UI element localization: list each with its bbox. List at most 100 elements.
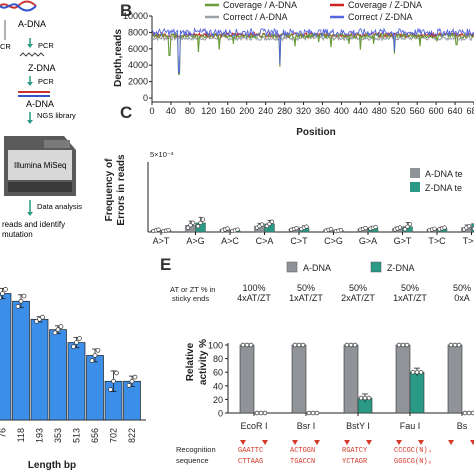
panel-c-point <box>432 226 437 231</box>
panel-c: C 5×10⁻³ Frequency of Errors in reads A>… <box>104 103 474 246</box>
panel-e-ylabel-2: activity % <box>198 339 209 385</box>
workflow-ngs: NGS library <box>37 111 76 120</box>
panel-d-point <box>0 295 2 300</box>
cut-site-triangle-icon <box>418 440 424 445</box>
panel-b-x-tick-label: 80 <box>185 106 195 116</box>
panel-b-y-tick-label: 0 <box>143 93 148 103</box>
sequencer-icon <box>4 136 76 196</box>
panel-e-y-tick-label: 100 <box>208 341 223 351</box>
panel-c-point <box>328 227 334 232</box>
panel-e-count-label: 1xAT/ZT <box>289 293 323 303</box>
panel-e-point <box>306 410 312 416</box>
panel-c-category-label: T>C <box>428 236 446 246</box>
cut-site-triangle-icon <box>240 440 246 445</box>
panel-e-category-label: BstY I <box>346 421 370 431</box>
legend-label: Correct / Z-DNA <box>348 12 413 22</box>
panel-c-point <box>269 219 275 224</box>
panel-b-plot-area: 0 2000 4000 6000 8000 10000 0 40 80 120 160 200 240 2… <box>123 11 474 116</box>
recognition-seq-top: ACTGGN <box>290 447 315 455</box>
panel-c-category-label: A>C <box>221 236 239 246</box>
panel-e-point <box>396 342 402 348</box>
panel-c-point <box>442 225 447 230</box>
panel-b: B Coverage / A-DNA Coverage / Z-DNA Correc… <box>113 0 474 138</box>
legend-label: Correct / A-DNA <box>223 12 288 22</box>
panel-e-legend-label: Z-DNA <box>387 263 415 273</box>
recognition-seq-top: GAATTC <box>238 447 263 455</box>
panel-c-category-label: C>G <box>324 236 343 246</box>
panel-c-point <box>294 225 299 231</box>
panel-c-category-label: C>A <box>256 236 274 246</box>
workflow-reads-2: mutation <box>2 230 33 239</box>
panel-e-point <box>358 395 364 401</box>
panel-c-point <box>397 225 403 230</box>
panel-e-point <box>344 342 350 348</box>
panel-e-recognition-1: Recognition <box>176 445 216 454</box>
panel-c-point <box>338 227 344 233</box>
panel-e-point <box>348 342 354 348</box>
panel-b-x-tick-label: 640 <box>448 106 463 116</box>
panel-d-point <box>0 291 5 296</box>
panel-e-point <box>462 410 468 416</box>
panel-d-category-label: 656 <box>90 428 100 443</box>
recognition-seq-bottom: YCTAGR <box>342 458 368 466</box>
panel-e-percent-label: 100% <box>242 283 265 293</box>
panel-d-bar <box>86 355 104 421</box>
panel-d-point <box>114 370 119 376</box>
panel-d-category-label: 353 <box>53 428 63 443</box>
recognition-seq-bottom: TGACCN <box>290 458 315 466</box>
panel-e-point <box>366 395 372 401</box>
panel-e-legend-label: A-DNA <box>303 263 331 273</box>
panel-e-legend-swatch <box>370 261 382 273</box>
panel-b-x-tick-label: 520 <box>391 106 406 116</box>
workflow-panel: A-DNA CR PCR Z-DNA PCR A-DNA NGS library… <box>0 0 82 239</box>
panel-b-y-tick-label: 2000 <box>128 77 148 87</box>
panel-d-bar <box>12 300 30 421</box>
panel-d-bar <box>67 342 86 421</box>
panel-c-point <box>466 224 472 229</box>
panel-e-bar <box>291 344 307 414</box>
panel-label-c: C <box>120 103 132 122</box>
panel-b-x-tick-label: 320 <box>296 106 311 116</box>
panel-d-point <box>111 378 116 384</box>
panel-c-point <box>259 222 265 227</box>
panel-d-point <box>52 330 58 336</box>
panel-b-series-line <box>151 30 474 39</box>
panel-e-point <box>418 369 424 375</box>
panel-e-percent-label: 50% <box>349 283 367 293</box>
panel-e-point <box>262 410 268 416</box>
panel-c-point <box>198 220 203 225</box>
panel-b-x-tick-label: 240 <box>258 106 273 116</box>
panel-b-y-tick-label: 8000 <box>128 27 148 37</box>
panel-d-category-label: 513 <box>72 428 82 443</box>
panel-d-point <box>18 298 24 304</box>
panel-e-ylabel-1: Relative <box>185 342 196 381</box>
panel-e-y-tick-label: 40 <box>213 381 223 391</box>
panel-c-category-label: G>A <box>359 236 377 246</box>
panel-e-bar <box>447 344 463 414</box>
panel-c-point <box>185 225 191 230</box>
panel-e-point <box>254 410 260 416</box>
workflow-pcr-2: PCR <box>38 77 54 86</box>
panel-e-y-tick-label: 0 <box>218 409 223 419</box>
panel-e-y-tick-label: 80 <box>213 354 223 364</box>
panel-b-x-tick-label: 0 <box>149 106 154 116</box>
panel-d-bar <box>49 329 67 421</box>
z-dna-icon <box>19 52 45 57</box>
panel-e-row-header-1: AT or ZT % in <box>170 285 215 294</box>
panel-e-percent-label: 50% <box>297 283 315 293</box>
panel-e-point <box>466 410 472 416</box>
panel-label-b: B <box>120 1 132 20</box>
workflow-miseq: Illumina MiSeq <box>14 161 66 170</box>
a-dna-duplex-icon <box>18 91 50 97</box>
panel-c-point <box>405 224 410 229</box>
panel-e-count-label: 1xAT/ZT <box>393 293 427 303</box>
panel-c-point <box>190 220 196 225</box>
cut-site-triangle-icon <box>396 440 402 445</box>
panel-b-legend: Coverage / A-DNA Coverage / Z-DNA Correct … <box>205 0 422 22</box>
panel-d-point <box>15 304 21 309</box>
panel-b-xlabel: Position <box>296 127 335 138</box>
panel-c-point <box>200 217 206 222</box>
panel-e: E A-DNA Z-DNA AT or ZT % in sticky ends R… <box>160 255 474 466</box>
panel-c-category-label: C>T <box>290 236 308 246</box>
cut-site-triangle-icon <box>314 440 320 445</box>
